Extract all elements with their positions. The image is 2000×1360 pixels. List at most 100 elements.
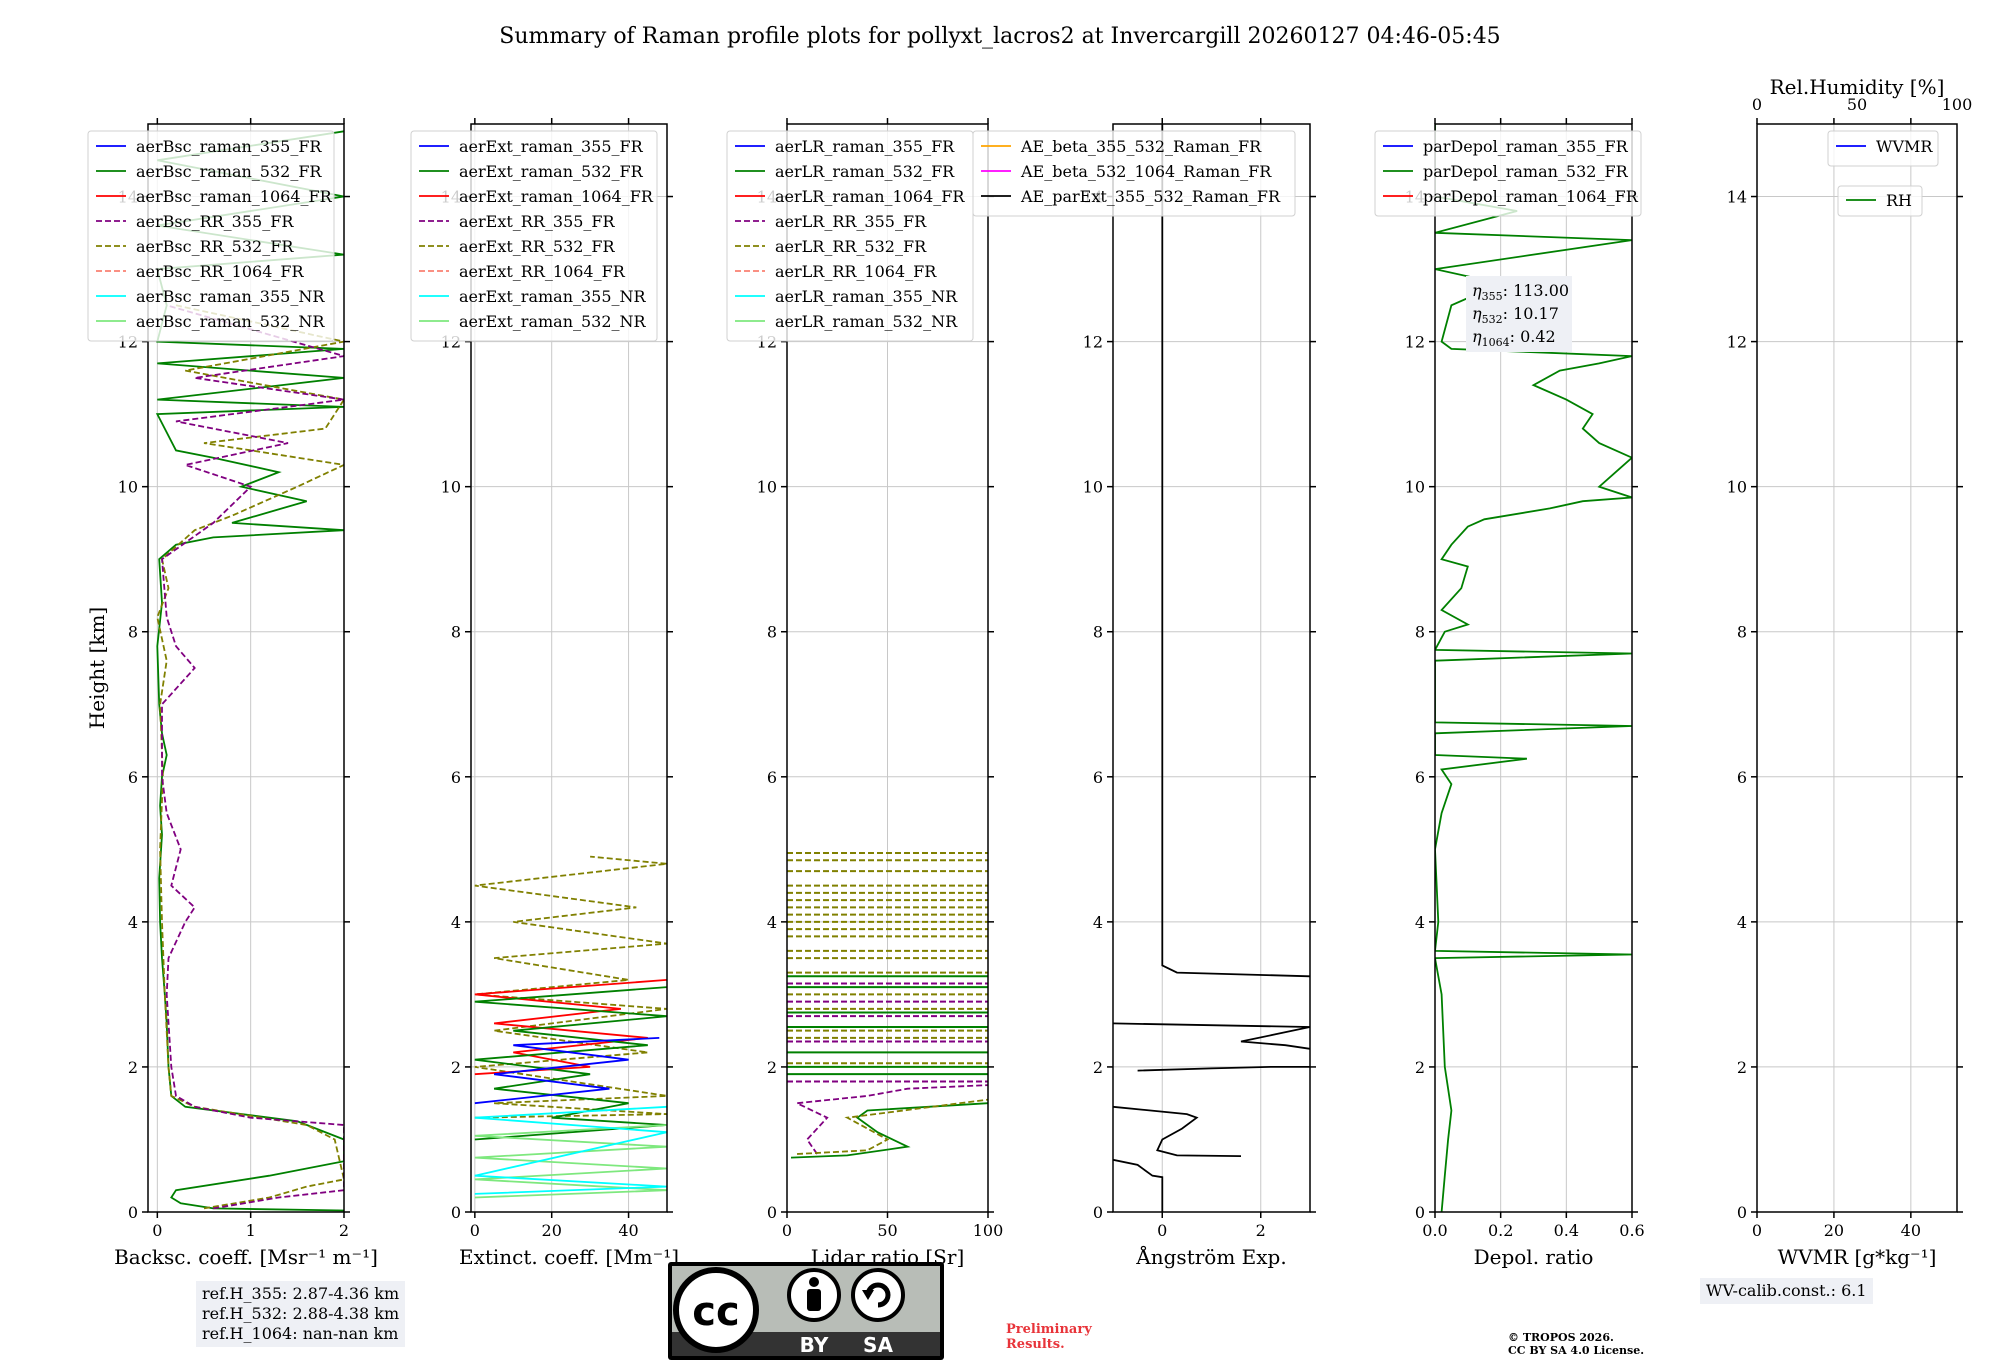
y-tick-label: 10 xyxy=(1727,478,1747,497)
legend-box xyxy=(410,130,658,342)
cc-icon xyxy=(673,1267,759,1353)
y-tick-label: 6 xyxy=(451,768,461,787)
axes-frame xyxy=(470,123,668,1213)
y-tick-label: 4 xyxy=(1415,913,1425,932)
top-x-tick-label: 100 xyxy=(1942,95,1973,114)
legend-entry: aerLR_raman_355_FR xyxy=(775,137,955,156)
y-tick-label: 2 xyxy=(128,1058,138,1077)
y-tick-label: 4 xyxy=(767,913,777,932)
legend-box xyxy=(87,130,335,342)
legend-entry: aerLR_RR_1064_FR xyxy=(775,262,937,281)
y-tick-label: 0 xyxy=(451,1203,461,1222)
x-tick-label: 40 xyxy=(618,1221,638,1240)
prelim-line-2: Results. xyxy=(1006,1337,1065,1352)
legend-entry: aerBsc_raman_1064_FR xyxy=(136,187,333,206)
series-aerExt_raman_355_NR xyxy=(474,1105,667,1195)
legend-entry: aerBsc_RR_532_FR xyxy=(136,237,294,256)
series-AE_parExt_355_532_Raman_FR xyxy=(1137,1066,1310,1072)
x-tick-label: 0.4 xyxy=(1554,1221,1579,1240)
legend-entry: aerLR_raman_532_NR xyxy=(775,312,958,331)
copyright-note: © TROPOS 2026. CC BY SA 4.0 License. xyxy=(1508,1331,1644,1357)
series-aerExt_raman_532_FR xyxy=(474,986,667,1141)
x-tick-label: 2 xyxy=(1256,1221,1266,1240)
legend-entry: aerLR_raman_532_FR xyxy=(775,162,955,181)
y-tick-label: 14 xyxy=(1727,188,1747,207)
x-tick-label: 40 xyxy=(1901,1221,1921,1240)
y-tick-label: 2 xyxy=(767,1058,777,1077)
axes-frame xyxy=(1112,123,1311,1213)
y-tick-label: 4 xyxy=(128,913,138,932)
prelim-line-1: Preliminary xyxy=(1006,1322,1092,1337)
y-tick-label: 12 xyxy=(1405,333,1425,352)
series-parDepol_raman_532_FR xyxy=(1435,124,1632,1212)
ref-h-1064: ref.H_1064: nan-nan km xyxy=(202,1324,399,1343)
ref-h-532: ref.H_532: 2.88-4.38 km xyxy=(202,1304,400,1323)
x-axis-label: Ångström Exp. xyxy=(1135,1244,1286,1269)
x-tick-label: 0.6 xyxy=(1619,1221,1644,1240)
x-axis-label: Depol. ratio xyxy=(1474,1245,1594,1269)
cc-by-sa-badge: cc BY SA xyxy=(668,1262,944,1360)
legend2-box xyxy=(1837,185,1923,217)
axes-frame xyxy=(147,123,345,1213)
series-aerLR_raman_532_FR xyxy=(790,1102,988,1159)
copyright-line-2: CC BY SA 4.0 License. xyxy=(1508,1344,1645,1357)
series-aerBsc_RR_532_FR xyxy=(156,304,344,1210)
y-tick-label: 0 xyxy=(128,1203,138,1222)
chart-panel-extinction: 0204002468101214Extinct. coeff. [Mm⁻¹]ae… xyxy=(410,118,679,1269)
plot-area xyxy=(155,130,344,1212)
legend-entry: aerExt_raman_355_FR xyxy=(459,137,644,156)
copyright-line-1: © TROPOS 2026. xyxy=(1508,1331,1614,1344)
eta-355: η355: 113.00 xyxy=(1472,281,1569,303)
axes-frame xyxy=(1434,123,1633,1213)
x-tick-label: 0 xyxy=(152,1221,162,1240)
series-aerLR_RR_355_FR xyxy=(793,1084,988,1155)
plot-area xyxy=(1435,124,1632,1212)
legend: WVMR RH xyxy=(1827,130,1939,217)
legend-entry: aerBsc_raman_355_NR xyxy=(136,287,325,306)
y-tick-label: 10 xyxy=(1405,478,1425,497)
top-x-tick-label: 0 xyxy=(1752,95,1762,114)
chart-panel-depol: 0.00.20.40.602468101214Depol. ratioparDe… xyxy=(1374,118,1645,1269)
y-tick-label: 4 xyxy=(1737,913,1747,932)
legend-box xyxy=(1374,130,1642,217)
legend: aerExt_raman_355_FR aerExt_raman_532_FRae… xyxy=(410,130,658,342)
legend-entry: aerExt_raman_532_NR xyxy=(459,312,647,331)
y-tick-label: 8 xyxy=(1415,623,1425,642)
legend-entry: parDepol_raman_1064_FR xyxy=(1423,187,1639,206)
legend-box xyxy=(972,130,1296,217)
series-AE_parExt_355_532_Raman_FR xyxy=(1113,1105,1242,1157)
y-tick-label: 8 xyxy=(1093,623,1103,642)
y-tick-label: 10 xyxy=(441,478,461,497)
x-tick-label: 50 xyxy=(877,1221,897,1240)
x-tick-label: 0 xyxy=(1752,1221,1762,1240)
y-tick-label: 6 xyxy=(767,768,777,787)
x-tick-label: 100 xyxy=(973,1221,1004,1240)
y-tick-label: 2 xyxy=(451,1058,461,1077)
wv-calib-box: WV-calib.const.: 6.1 xyxy=(1700,1278,1873,1304)
legend-entry: AE_parExt_355_532_Raman_FR xyxy=(1020,187,1281,206)
x-tick-label: 0 xyxy=(1157,1221,1167,1240)
legend-entry: aerBsc_raman_355_FR xyxy=(136,137,322,156)
y-tick-label: 0 xyxy=(767,1203,777,1222)
y-tick-label: 0 xyxy=(1737,1203,1747,1222)
wv-calib-const: WV-calib.const.: 6.1 xyxy=(1706,1281,1867,1300)
reference-height-box: ref.H_355: 2.87-4.36 km ref.H_532: 2.88-… xyxy=(196,1281,406,1347)
legend-entry: aerExt_RR_355_FR xyxy=(459,212,616,231)
series-aerBsc_RR_355_FR xyxy=(161,304,344,1210)
series-aerLR_RR_532_FR xyxy=(796,1098,988,1155)
sa-recycle-icon xyxy=(851,1268,905,1322)
legend-entry: aerLR_raman_355_NR xyxy=(775,287,958,306)
sa-label: SA xyxy=(863,1333,893,1357)
plot-area xyxy=(474,855,667,1199)
preliminary-note: Preliminary Results. xyxy=(1006,1322,1092,1352)
y-tick-label: 8 xyxy=(767,623,777,642)
series-AE_parExt_355_532_Raman_FR xyxy=(1113,1022,1310,1050)
legend-entry: aerExt_raman_532_FR xyxy=(459,162,644,181)
y-tick-label: 4 xyxy=(451,913,461,932)
series-AE_parExt_355_532_Raman_FR xyxy=(1161,124,1310,978)
series-aerExt_raman_532_NR xyxy=(474,1124,667,1199)
legend-entry: aerLR_RR_532_FR xyxy=(775,237,927,256)
legend-entry: aerLR_raman_1064_FR xyxy=(775,187,965,206)
series-aerExt_RR_532_FR xyxy=(474,855,667,1119)
